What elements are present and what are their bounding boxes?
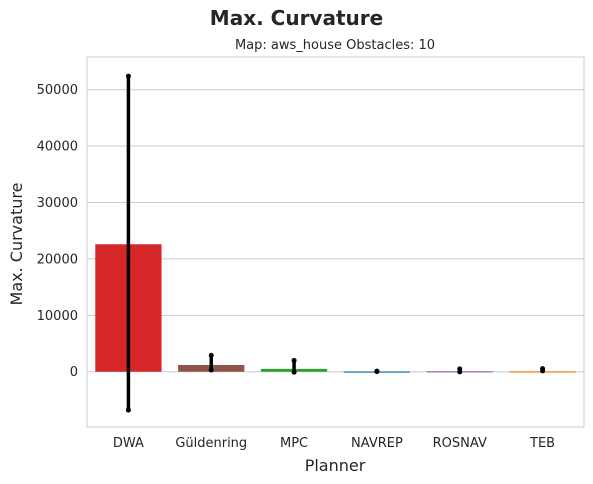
- error-cap-low: [125, 407, 131, 413]
- x-tick-label: NAVREP: [351, 436, 403, 451]
- x-tick-label: ROSNAV: [433, 436, 487, 451]
- x-tick-label: MPC: [280, 436, 308, 451]
- y-tick-label: 40000: [37, 140, 78, 155]
- y-tick-label: 20000: [37, 252, 78, 267]
- y-tick-label: 50000: [37, 83, 78, 98]
- y-tick-label: 30000: [37, 196, 78, 211]
- chart-subtitle: Map: aws_house Obstacles: 10: [234, 38, 436, 53]
- error-cap-low: [457, 369, 463, 375]
- error-cap-high: [125, 73, 131, 79]
- gridlines: [87, 89, 584, 373]
- x-axis-label: Planner: [305, 456, 366, 475]
- plot-frame: [86, 56, 585, 428]
- error-cap-high: [291, 357, 297, 363]
- y-tick-label: 10000: [37, 309, 78, 324]
- error-cap-low: [540, 368, 546, 374]
- error-cap-low: [291, 369, 297, 375]
- y-axis-label: Max. Curvature: [7, 183, 26, 306]
- x-tick-label: Güldenring: [175, 436, 247, 451]
- y-tick-label: 0: [70, 365, 78, 380]
- error-cap-high: [208, 352, 214, 358]
- error-cap-low: [208, 367, 214, 373]
- bars: [95, 244, 576, 373]
- x-tick-labels: DWA Güldenring MPC NAVREP ROSNAV TEB: [113, 436, 555, 451]
- chart-title: Max. Curvature: [209, 6, 384, 30]
- error-bars: [125, 73, 546, 413]
- error-cap-low: [374, 369, 380, 375]
- x-tick-label: DWA: [113, 436, 144, 451]
- y-tick-labels: 0 10000 20000 30000 40000 50000: [37, 83, 78, 380]
- x-tick-label: TEB: [529, 436, 555, 451]
